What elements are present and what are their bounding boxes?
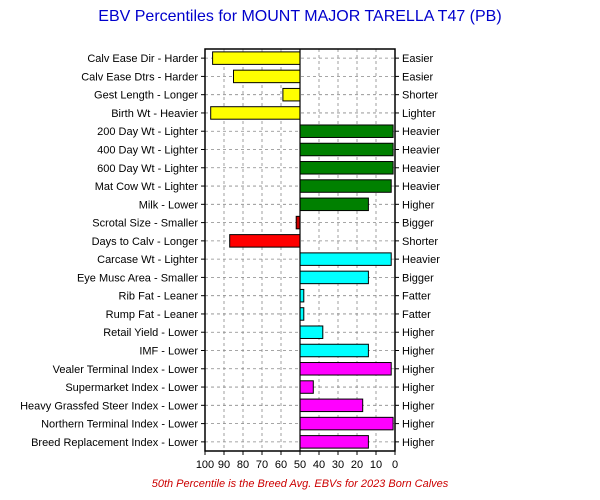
trait-label: 200 Day Wt - Lighter xyxy=(97,126,198,138)
trait-label: 600 Day Wt - Lighter xyxy=(97,163,198,175)
trait-label: Calv Ease Dtrs - Harder xyxy=(81,71,198,83)
direction-label: Higher xyxy=(402,327,435,339)
trait-label: Scrotal Size - Smaller xyxy=(92,218,198,230)
trait-label: Days to Calv - Longer xyxy=(92,236,199,248)
bar xyxy=(299,362,392,376)
chart-title: EBV Percentiles for MOUNT MAJOR TARELLA … xyxy=(98,8,501,25)
trait-label: Birth Wt - Heavier xyxy=(111,108,198,120)
direction-label: Higher xyxy=(402,400,435,412)
direction-label: Heavier xyxy=(402,126,440,138)
trait-label: Heavy Grassfed Steer Index - Lower xyxy=(20,400,198,412)
trait-label: Rump Fat - Leaner xyxy=(106,309,199,321)
bar xyxy=(299,161,394,175)
trait-label: Retail Yield - Lower xyxy=(103,327,198,339)
direction-label: Bigger xyxy=(402,218,434,230)
x-tick-label: 60 xyxy=(275,459,287,471)
trait-label: Northern Terminal Index - Lower xyxy=(41,419,198,431)
bar xyxy=(212,51,301,65)
x-axis-ticks: 100 90 80 70 60 50 40 30 20 10 0 xyxy=(196,57,399,471)
direction-label: Heavier xyxy=(402,181,440,193)
direction-label: Shorter xyxy=(402,236,438,248)
direction-label: Higher xyxy=(402,346,435,358)
trait-label: Gest Length - Longer xyxy=(94,90,198,102)
direction-label: Heavier xyxy=(402,145,440,157)
direction-label: Easier xyxy=(402,53,434,65)
trait-label: Rib Fat - Leaner xyxy=(119,291,199,303)
bar xyxy=(299,124,394,138)
x-tick-label: 80 xyxy=(237,459,249,471)
trait-label: Carcase Wt - Lighter xyxy=(97,254,198,266)
direction-labels: Easier Easier Shorter Lighter Heavier Heavier… xyxy=(402,53,440,449)
direction-label: Heavier xyxy=(402,163,440,175)
trait-label: Eye Musc Area - Smaller xyxy=(77,272,198,284)
bar xyxy=(299,380,314,394)
bar xyxy=(299,270,369,285)
x-tick-label: 50 xyxy=(294,459,306,471)
bar xyxy=(299,142,394,157)
x-tick-label: 40 xyxy=(313,459,325,471)
direction-label: Bigger xyxy=(402,272,434,284)
trait-label: Supermarket Index - Lower xyxy=(65,382,198,394)
trait-labels: Calv Ease Dir - Harder Calv Ease Dtrs - H… xyxy=(20,53,198,449)
x-tick-label: 100 xyxy=(196,459,214,471)
trait-label: Vealer Terminal Index - Lower xyxy=(53,364,199,376)
direction-label: Higher xyxy=(402,419,435,431)
direction-label: Shorter xyxy=(402,90,438,102)
direction-label: Higher xyxy=(402,382,435,394)
bar xyxy=(233,69,301,84)
trait-label: Calv Ease Dir - Harder xyxy=(87,53,198,65)
bar xyxy=(299,398,364,413)
x-tick-label: 70 xyxy=(256,459,268,471)
x-tick-label: 0 xyxy=(392,459,398,471)
trait-label: IMF - Lower xyxy=(139,346,198,358)
bar xyxy=(299,197,369,212)
bar xyxy=(299,325,324,339)
trait-label: Breed Replacement Index - Lower xyxy=(31,437,198,449)
bar xyxy=(210,106,301,120)
direction-label: Higher xyxy=(402,437,435,449)
bar xyxy=(299,252,392,266)
direction-label: Fatter xyxy=(402,291,431,303)
trait-label: Mat Cow Wt - Lighter xyxy=(95,181,199,193)
bars xyxy=(210,49,394,451)
bar xyxy=(299,435,369,449)
direction-label: Lighter xyxy=(402,108,436,120)
direction-label: Higher xyxy=(402,364,435,376)
direction-label: Fatter xyxy=(402,309,431,321)
x-tick-label: 90 xyxy=(218,459,230,471)
x-tick-label: 10 xyxy=(370,459,382,471)
trait-label: Milk - Lower xyxy=(139,199,199,211)
bar xyxy=(282,87,301,102)
bar xyxy=(299,179,392,193)
bar xyxy=(299,343,369,358)
direction-label: Higher xyxy=(402,199,435,211)
trait-label: 400 Day Wt - Lighter xyxy=(97,145,198,157)
x-tick-label: 30 xyxy=(332,459,344,471)
bar xyxy=(299,416,394,431)
bar xyxy=(229,234,301,248)
x-tick-label: 20 xyxy=(351,459,363,471)
chart-footnote: 50th Percentile is the Breed Avg. EBVs f… xyxy=(152,478,449,490)
direction-label: Heavier xyxy=(402,254,440,266)
direction-label: Easier xyxy=(402,71,434,83)
